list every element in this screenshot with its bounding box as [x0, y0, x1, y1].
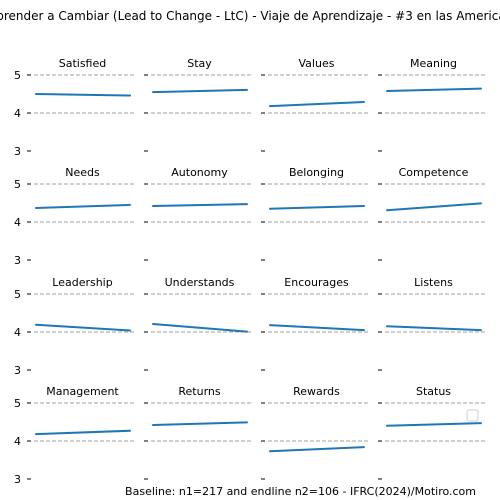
series-line	[386, 325, 482, 332]
panel-management: Management 3 4 5	[14, 385, 134, 486]
panel-title: Values	[299, 57, 335, 70]
panel-title: Listens	[414, 276, 453, 289]
panel-title: Autonomy	[171, 166, 228, 179]
y-tick-label: 5	[14, 288, 21, 301]
y-tick-label: 5	[14, 397, 21, 410]
panel-listens: Listens	[378, 276, 485, 371]
panel-title: Stay	[187, 57, 212, 70]
panel-satisfied: Satisfied 3 4 5	[14, 57, 134, 158]
series-line	[35, 203, 131, 209]
panel-leadership: Leadership 3 4 5	[14, 276, 134, 377]
panel-returns: Returns	[144, 385, 251, 480]
panel-encourages: Encourages	[261, 276, 368, 371]
panel-competence: Competence	[378, 166, 485, 261]
y-tick-label: 4	[14, 326, 21, 339]
series-line	[35, 429, 131, 436]
panel-needs: Needs 3 4 5	[14, 166, 134, 267]
panel-understands: Understands	[144, 276, 251, 371]
y-tick-label: 5	[14, 69, 21, 82]
panel-title: Rewards	[293, 385, 340, 398]
series-line	[386, 87, 482, 92]
y-tick-label: 3	[14, 364, 21, 377]
series-line	[35, 93, 131, 97]
series-line	[386, 422, 482, 427]
panel-title: Status	[416, 385, 451, 398]
panel-rewards: Rewards	[261, 385, 368, 480]
series-line	[269, 100, 365, 108]
chart-title: Aprender a Cambiar (Lead to Change - LtC…	[0, 9, 500, 23]
panel-title: Encourages	[284, 276, 349, 289]
y-tick-label: 4	[14, 107, 21, 120]
panel-status: Status	[378, 385, 485, 480]
panel-title: Competence	[399, 166, 469, 179]
series-line	[152, 88, 248, 94]
y-tick-label: 4	[14, 216, 21, 229]
series-line	[152, 421, 248, 427]
series-line	[35, 323, 131, 332]
y-tick-label: 4	[14, 435, 21, 448]
panel-grid: Satisfied 3 4 5 Stay Values Meaning Needs 3 4 5 Aut…	[14, 57, 485, 486]
panel-title: Returns	[178, 385, 221, 398]
chart-caption: Baseline: n1=217 and endline n2=106 - IF…	[125, 485, 476, 498]
panel-title: Management	[46, 385, 119, 398]
panel-title: Understands	[165, 276, 235, 289]
panel-title: Needs	[65, 166, 100, 179]
series-line	[152, 203, 248, 208]
panel-title: Satisfied	[59, 57, 107, 70]
series-line	[152, 323, 248, 333]
series-line	[269, 205, 365, 210]
panel-values: Values	[261, 57, 368, 152]
panel-autonomy: Autonomy	[144, 166, 251, 261]
y-tick-label: 5	[14, 178, 21, 191]
panel-meaning: Meaning	[378, 57, 485, 152]
panel-title: Leadership	[52, 276, 112, 289]
series-line	[386, 202, 482, 212]
legend-box	[466, 409, 479, 422]
series-line	[269, 324, 365, 332]
panel-belonging: Belonging	[261, 166, 368, 261]
panel-title: Belonging	[289, 166, 344, 179]
y-tick-label: 3	[14, 254, 21, 267]
panel-stay: Stay	[144, 57, 251, 152]
panel-title: Meaning	[410, 57, 457, 70]
y-tick-label: 3	[14, 473, 21, 486]
y-tick-label: 3	[14, 145, 21, 158]
series-line	[269, 446, 365, 453]
